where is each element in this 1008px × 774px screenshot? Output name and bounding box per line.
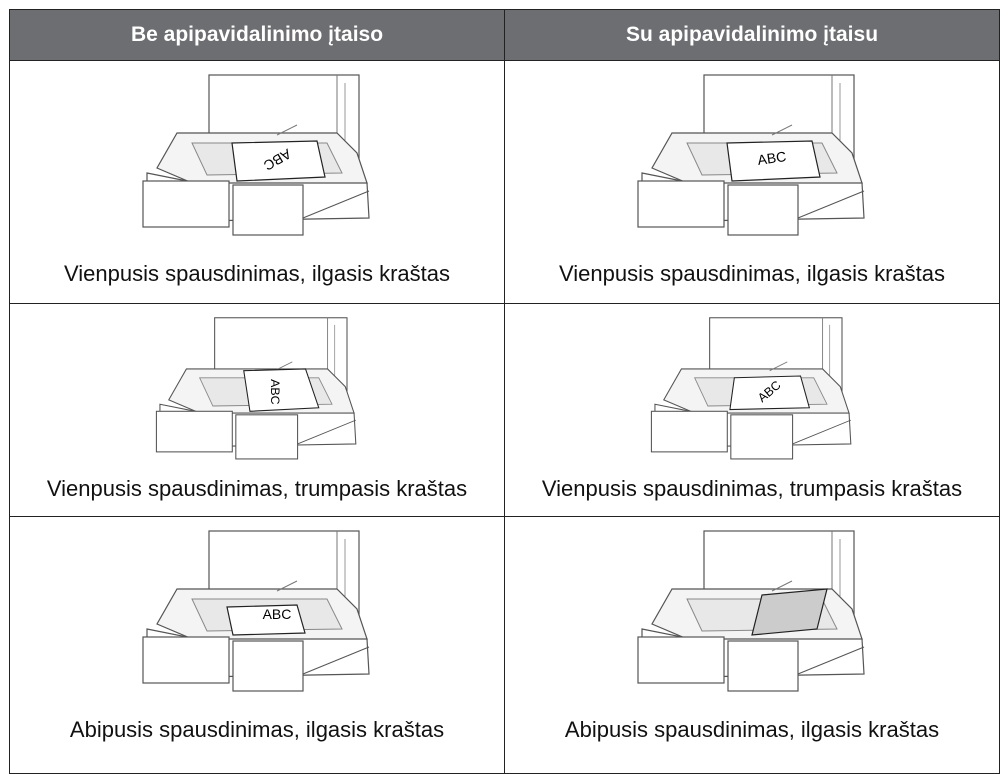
caption: Vienpusis spausdinimas, ilgasis kraštas	[64, 261, 450, 286]
paper-label: ABC	[756, 148, 787, 168]
table-row: ABC Vienpusis spausdinimas, ilgasis krašt…	[9, 60, 1000, 304]
tray-illustration: ABC	[137, 73, 377, 243]
table-cell: ABC Abipusis spausdinimas, ilgasis krašta…	[9, 516, 505, 774]
tray-illustration: ABC	[137, 316, 377, 466]
table-cell: ABC Vienpusis spausdinimas, trumpasis kra…	[9, 303, 505, 517]
table-cell: Abipusis spausdinimas, ilgasis kraštas	[504, 516, 1000, 774]
tray-illustration	[632, 529, 872, 699]
paper	[231, 140, 326, 182]
caption: Abipusis spausdinimas, ilgasis kraštas	[564, 717, 940, 742]
paper	[243, 368, 320, 412]
tray-illustration: ABC	[632, 73, 872, 243]
caption: Vienpusis spausdinimas, trumpasis krašta…	[541, 476, 963, 501]
paper	[226, 604, 306, 636]
tray-illustration: ABC	[137, 529, 377, 699]
table-cell: ABC Vienpusis spausdinimas, trumpasis kra…	[504, 303, 1000, 517]
tray-illustration: ABC	[632, 316, 872, 466]
paper-label: ABC	[263, 606, 292, 622]
table-row: ABC Vienpusis spausdinimas, trumpasis kra…	[9, 303, 1000, 517]
table-body: ABC Vienpusis spausdinimas, ilgasis krašt…	[9, 60, 1000, 774]
paper	[751, 588, 828, 636]
table-cell: ABC Vienpusis spausdinimas, ilgasis krašt…	[504, 60, 1000, 304]
table-cell: ABC Vienpusis spausdinimas, ilgasis krašt…	[9, 60, 505, 304]
tray	[638, 531, 864, 691]
table-wrap: Be apipavidalinimo įtaiso Su apipavidali…	[9, 9, 1000, 774]
caption: Vienpusis spausdinimas, ilgasis kraštas	[559, 261, 945, 286]
caption: Vienpusis spausdinimas, trumpasis krašta…	[46, 476, 468, 501]
paper	[729, 375, 811, 411]
paper	[726, 140, 821, 182]
table-row: ABC Abipusis spausdinimas, ilgasis krašta…	[9, 516, 1000, 774]
paper-label: ABC	[268, 379, 282, 404]
column-header: Su apipavidalinimo įtaisu	[504, 9, 1000, 61]
column-header: Be apipavidalinimo įtaiso	[9, 9, 505, 61]
caption: Abipusis spausdinimas, ilgasis kraštas	[69, 717, 445, 742]
header-row: Be apipavidalinimo įtaiso Su apipavidali…	[9, 9, 1000, 61]
table: Be apipavidalinimo įtaiso Su apipavidali…	[9, 9, 1000, 774]
